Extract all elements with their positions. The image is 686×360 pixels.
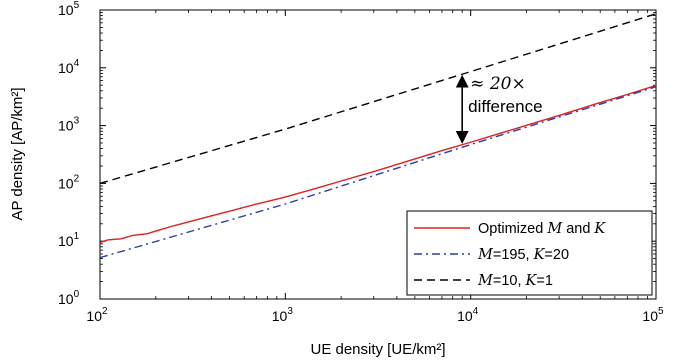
y-tick-label: 102 — [58, 173, 80, 191]
tick-exponent: 0 — [74, 289, 80, 300]
minor-ticks — [100, 10, 656, 299]
tick-exponent: 5 — [658, 306, 664, 317]
series-group — [100, 13, 656, 259]
tick-base: 10 — [58, 60, 74, 76]
math-symbol: M — [477, 273, 494, 289]
y-axis-label: AP density [AP/km²] — [9, 87, 26, 220]
series-line-2 — [100, 86, 656, 259]
label-text: =20 — [544, 247, 569, 263]
tick-exponent: 3 — [74, 116, 80, 127]
tick-exponent: 3 — [287, 306, 293, 317]
tick-base: 10 — [86, 308, 102, 324]
tick-base: 10 — [58, 118, 74, 134]
tick-exponent: 5 — [74, 0, 80, 11]
label-text: Optimized — [478, 221, 547, 237]
y-tick-label: 100 — [58, 289, 80, 307]
y-tick-label: 101 — [58, 231, 80, 249]
annotation-label-line2: difference — [468, 97, 542, 116]
math-symbol: K — [533, 247, 546, 263]
tick-base: 10 — [272, 308, 288, 324]
tick-exponent: 4 — [473, 306, 479, 317]
x-axis-label: UE density [UE/km²] — [310, 341, 445, 358]
math-symbol: K — [525, 273, 538, 289]
math-symbol: M — [546, 221, 563, 237]
label-text: =10, — [493, 273, 526, 289]
x-tick-label: 105 — [642, 306, 664, 324]
y-tick-label: 105 — [58, 0, 80, 18]
tick-base: 10 — [58, 291, 74, 307]
y-tick-label: 104 — [58, 58, 80, 76]
tick-exponent: 2 — [74, 173, 80, 184]
legend-box — [406, 210, 653, 296]
label-text: and — [562, 221, 594, 237]
x-tick-label: 102 — [86, 306, 108, 324]
annotation: ≈ 20× difference — [455, 74, 543, 144]
math-symbol: K — [593, 221, 606, 237]
x-axis-ticks: 102 103 104 105 — [86, 10, 664, 324]
legend: Optimized M and KM=195, K=20M=10, K=1 — [406, 210, 653, 296]
tick-base: 10 — [58, 175, 74, 191]
x-tick-label: 103 — [272, 306, 294, 324]
y-tick-label: 103 — [58, 116, 80, 134]
series-line-1 — [100, 84, 656, 244]
math-symbol: M — [477, 247, 494, 263]
legend-label-2: M=195, K=20 — [477, 247, 569, 263]
legend-label-3: M=10, K=1 — [477, 273, 553, 289]
tick-base: 10 — [58, 233, 74, 249]
annotation-label-line1: ≈ 20× — [470, 74, 526, 94]
tick-base: 10 — [58, 2, 74, 18]
math-symbol: ≈ 20× — [470, 74, 526, 94]
label-text: =1 — [536, 273, 553, 289]
tick-base: 10 — [642, 308, 658, 324]
series-line-3 — [100, 13, 656, 185]
tick-base: 10 — [457, 308, 473, 324]
x-tick-label: 104 — [457, 306, 479, 324]
label-text: =195, — [493, 247, 534, 263]
legend-label-1: Optimized M and K — [478, 221, 606, 237]
tick-exponent: 2 — [102, 306, 108, 317]
tick-exponent: 4 — [74, 58, 80, 69]
tick-exponent: 1 — [74, 231, 80, 242]
